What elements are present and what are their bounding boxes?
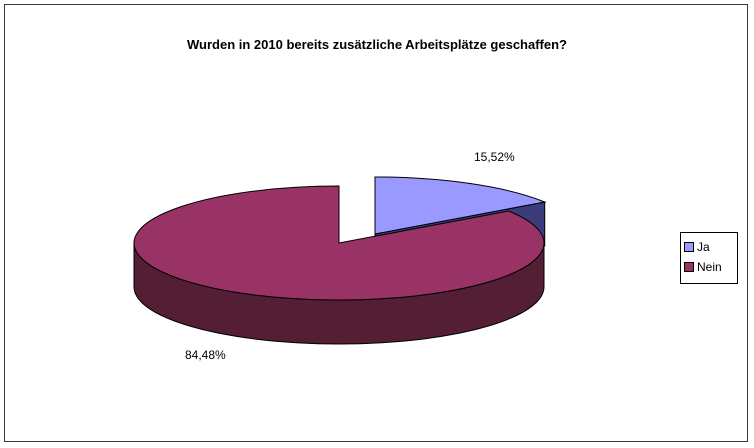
- chart-title: Wurden in 2010 bereits zusätzliche Arbei…: [187, 37, 567, 52]
- legend-swatch-ja: [684, 242, 694, 252]
- pie-slice-nein: [133, 185, 545, 301]
- legend-label-ja: Ja: [697, 240, 710, 254]
- legend: Ja Nein: [680, 232, 738, 284]
- legend-swatch-nein: [684, 262, 694, 272]
- data-label-ja: 15,52%: [474, 150, 515, 164]
- legend-item-nein: Nein: [684, 257, 734, 277]
- data-label-nein: 84,48%: [185, 348, 226, 362]
- legend-label-nein: Nein: [697, 260, 722, 274]
- pie-slice-ja: [374, 176, 547, 235]
- legend-item-ja: Ja: [684, 237, 734, 257]
